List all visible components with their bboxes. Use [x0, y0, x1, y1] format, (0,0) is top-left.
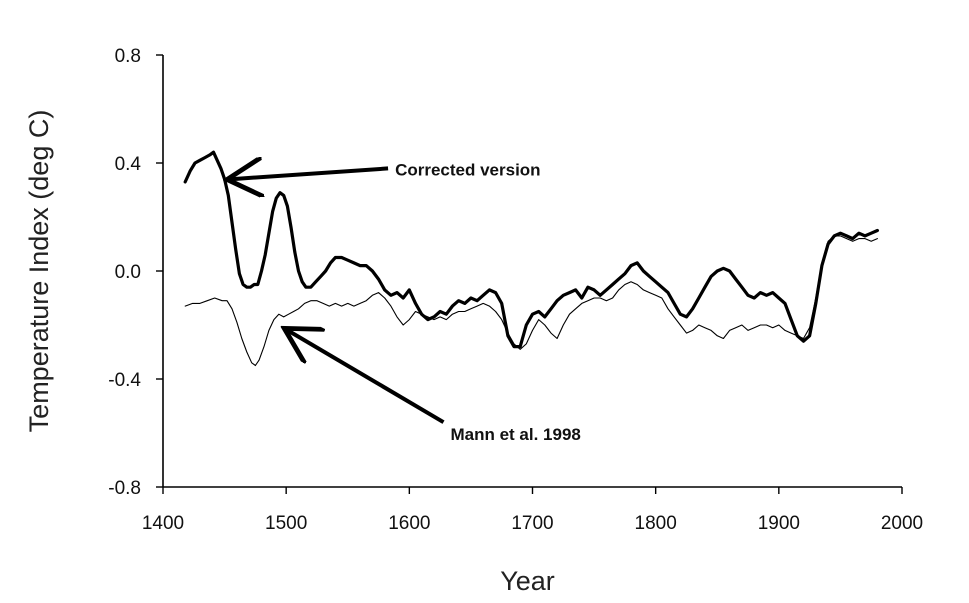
x-tick-label: 1400	[142, 513, 184, 534]
x-axis-ticks: 1400 1500 1600 1700 1800 1900 2000	[142, 487, 923, 534]
y-tick-label: 0.4	[115, 154, 142, 175]
series-line-mann-1998	[184, 235, 878, 367]
y-tick-label: -0.4	[108, 370, 141, 391]
y-axis-ticks: 0.8 0.4 0.0 -0.4 -0.8	[108, 46, 163, 499]
y-axis-title: Temperature Index (deg C)	[24, 110, 54, 433]
x-tick-label: 1800	[635, 513, 677, 534]
x-tick-label: 1500	[265, 513, 307, 534]
x-tick-label: 1900	[758, 513, 800, 534]
plot-area: 1400 1500 1600 1700 1800 1900 2000 0.8 0.4 0.0 -0…	[108, 46, 923, 534]
series-line-corrected	[183, 150, 879, 349]
x-tick-label: 2000	[881, 513, 923, 534]
y-tick-label: -0.8	[108, 478, 141, 499]
annotation-arrow	[231, 168, 389, 179]
annotation-arrow	[288, 330, 445, 424]
annotation-label: Mann et al. 1998	[450, 425, 580, 444]
x-tick-label: 1600	[388, 513, 430, 534]
x-tick-label: 1700	[511, 513, 553, 534]
annotation-label: Corrected version	[395, 160, 540, 179]
annotation-layer: Corrected version Mann et al. 1998	[231, 160, 581, 444]
x-axis-title: Year	[500, 566, 555, 596]
y-tick-label: 0.8	[115, 46, 141, 67]
y-tick-label: 0.0	[115, 262, 141, 283]
series-layer	[183, 150, 879, 367]
